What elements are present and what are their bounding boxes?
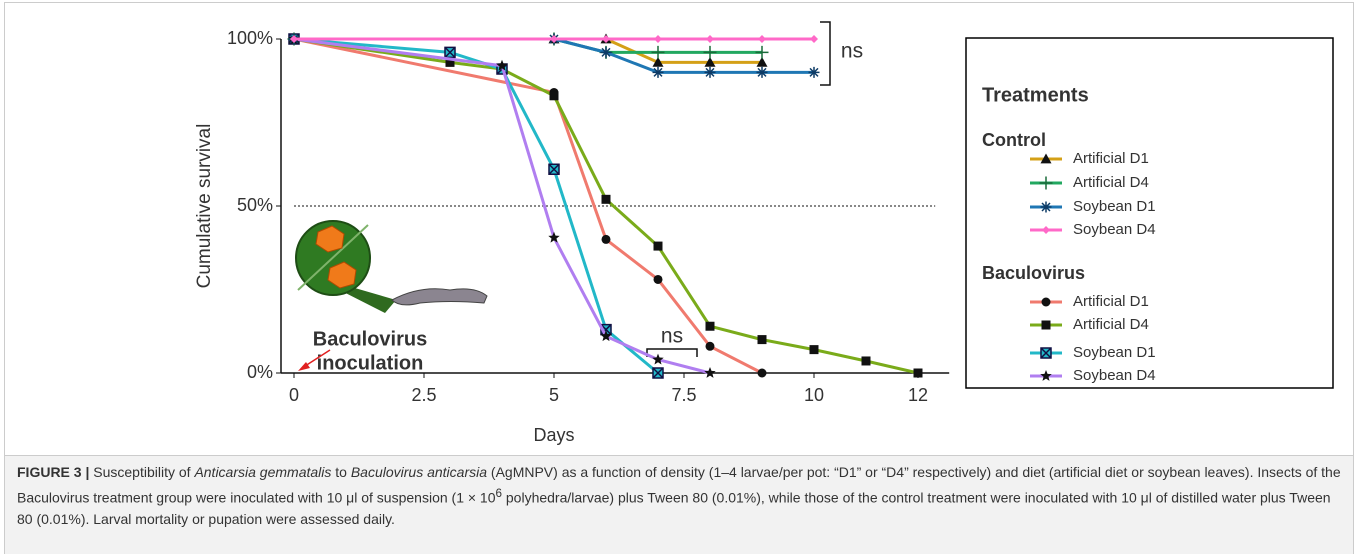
legend-label: Soybean D4 — [1073, 221, 1156, 238]
marker — [549, 164, 559, 174]
marker — [602, 235, 611, 244]
legend-label: Soybean D4 — [1073, 367, 1156, 384]
marker — [550, 91, 559, 100]
marker — [654, 242, 663, 251]
marker — [809, 67, 820, 78]
legend-label: Artificial D4 — [1073, 316, 1149, 333]
marker — [654, 275, 663, 284]
marker — [1041, 348, 1051, 358]
marker — [706, 342, 715, 351]
caption-text: Anticarsia gemmatalis — [194, 464, 331, 480]
caption-text: Susceptibility of — [89, 464, 194, 480]
annotation: Baculovirus — [313, 328, 427, 350]
caption-text: to — [331, 464, 350, 480]
x-tick-label: 10 — [804, 385, 824, 405]
marker — [704, 46, 717, 59]
marker — [1042, 298, 1051, 307]
marker — [758, 369, 767, 378]
marker — [602, 195, 611, 204]
legend-label: Artificial D1 — [1073, 150, 1149, 167]
legend-label: Artificial D4 — [1073, 174, 1149, 191]
marker — [706, 35, 714, 43]
marker — [810, 35, 818, 43]
marker — [1042, 321, 1051, 330]
marker — [757, 67, 768, 78]
x-tick-label: 0 — [289, 385, 299, 405]
y-tick-label: 50% — [237, 195, 273, 215]
marker — [706, 322, 715, 331]
marker — [758, 35, 766, 43]
legend-group: Control — [982, 130, 1046, 150]
marker — [705, 67, 716, 78]
ns-bracket — [820, 22, 830, 85]
marker — [601, 47, 612, 58]
marker — [445, 47, 455, 57]
marker — [548, 232, 559, 243]
legend-group: Baculovirus — [982, 263, 1085, 283]
page: Cumulative survival Days Treatments Bacu… — [0, 0, 1358, 558]
marker — [653, 368, 663, 378]
legend-title: Treatments — [982, 84, 1089, 106]
y-tick-label: 0% — [247, 362, 273, 382]
marker — [862, 356, 871, 365]
x-tick-label: 12 — [908, 385, 928, 405]
y-axis-label: Cumulative survival — [194, 124, 215, 289]
marker — [1041, 202, 1052, 213]
annotation: ns — [841, 40, 863, 63]
legend-label: Soybean D1 — [1073, 198, 1156, 215]
marker — [914, 369, 923, 378]
ns-bracket — [647, 349, 697, 357]
marker — [704, 367, 715, 378]
x-tick-label: 7.5 — [671, 385, 696, 405]
caption-text: Baculovirus anticarsia — [351, 464, 487, 480]
marker — [652, 354, 663, 365]
annotation: ns — [661, 325, 683, 348]
marker — [652, 46, 665, 59]
marker — [654, 35, 662, 43]
marker — [758, 335, 767, 344]
caption-label: FIGURE 3 | — [17, 464, 89, 480]
marker — [653, 67, 664, 78]
marker — [756, 46, 769, 59]
x-tick-label: 5 — [549, 385, 559, 405]
caterpillar — [392, 289, 487, 305]
y-tick-label: 100% — [227, 28, 273, 48]
marker — [810, 345, 819, 354]
x-axis-label: Days — [533, 425, 574, 445]
legend-label: Soybean D1 — [1073, 344, 1156, 361]
chart: Cumulative survival Days Treatments Bacu… — [0, 0, 1358, 455]
caption: FIGURE 3 | Susceptibility of Anticarsia … — [5, 455, 1353, 554]
annotation: inoculation — [317, 352, 424, 374]
x-tick-label: 2.5 — [411, 385, 436, 405]
legend-label: Artificial D1 — [1073, 293, 1149, 310]
